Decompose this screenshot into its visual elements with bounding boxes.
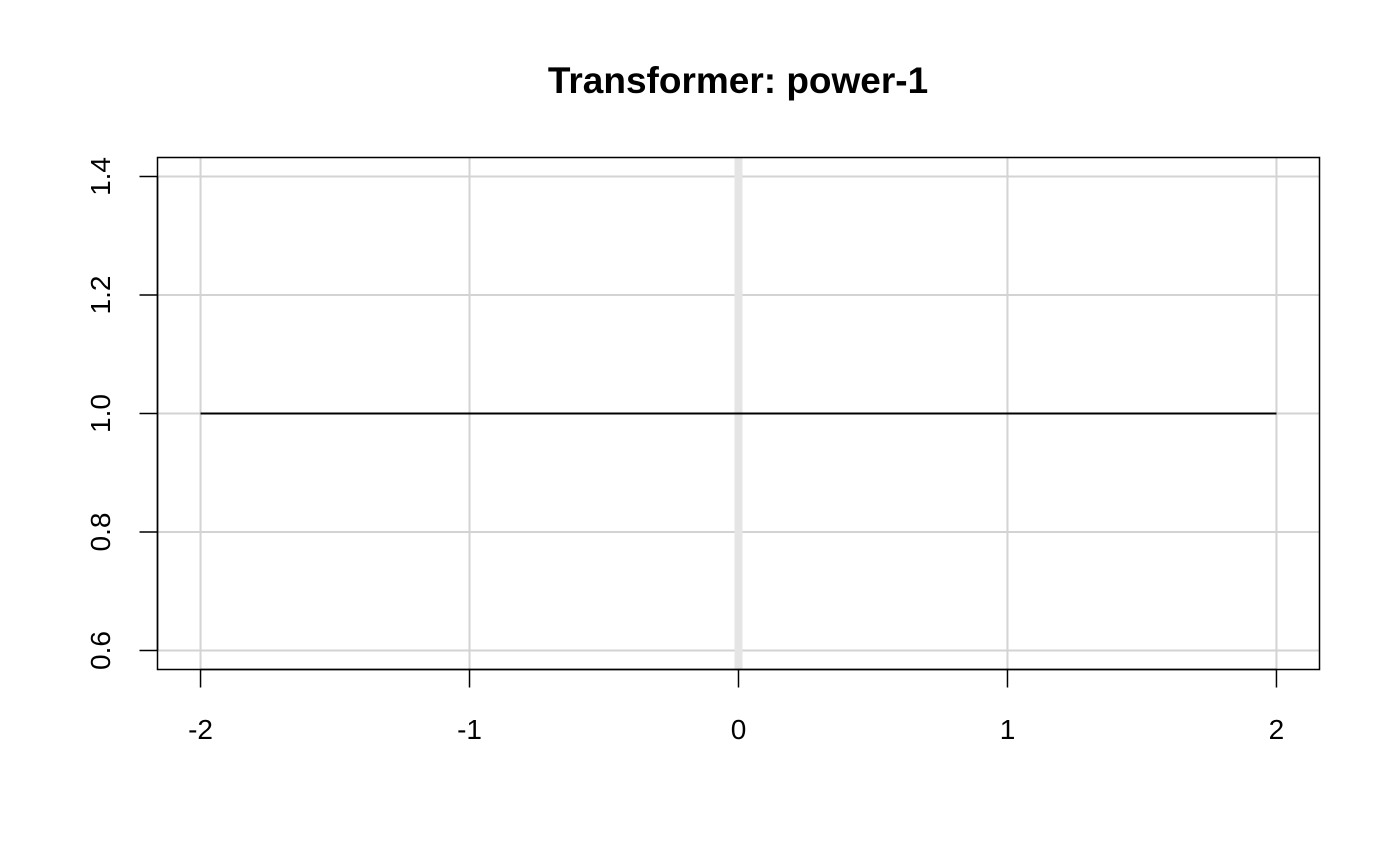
y-axis: 0.6 0.8 1.0 1.2 1.4 [85, 157, 159, 670]
x-tick-label-4: 2 [1269, 714, 1285, 745]
y-tick-label-1: 0.8 [85, 513, 116, 552]
x-tick-label-0: -2 [188, 714, 213, 745]
y-tick-label-2: 1.0 [85, 394, 116, 433]
y-tick-label-0: 0.6 [85, 631, 116, 670]
x-tick-label-1: -1 [457, 714, 482, 745]
x-tick-label-3: 1 [1000, 714, 1016, 745]
x-tick-label-2: 0 [731, 714, 747, 745]
x-axis: -2 -1 0 1 2 [188, 668, 1285, 745]
y-tick-label-3: 1.2 [85, 276, 116, 315]
y-tick-label-4: 1.4 [85, 157, 116, 196]
chart-title: Transformer: power-1 [548, 60, 928, 101]
